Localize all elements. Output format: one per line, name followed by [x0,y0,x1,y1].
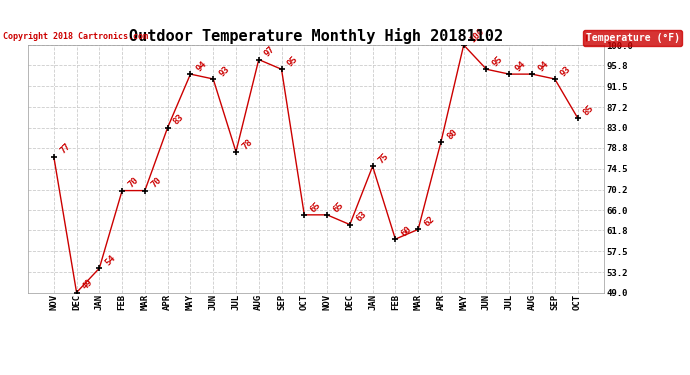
Text: 95: 95 [286,54,299,69]
Legend: Temperature (°F): Temperature (°F) [582,30,682,46]
Text: 100: 100 [468,27,486,44]
Text: 65: 65 [331,200,345,214]
Text: 70: 70 [126,176,140,190]
Text: 93: 93 [217,64,231,78]
Text: 49: 49 [81,278,95,292]
Text: 62: 62 [422,214,436,229]
Text: 93: 93 [559,64,573,78]
Text: 75: 75 [377,152,391,165]
Text: 77: 77 [58,142,72,156]
Text: 83: 83 [172,113,186,127]
Text: 60: 60 [400,224,413,238]
Text: 80: 80 [445,128,459,141]
Text: 54: 54 [104,254,117,267]
Text: Copyright 2018 Cartronics.com: Copyright 2018 Cartronics.com [3,32,148,41]
Text: 63: 63 [354,210,368,224]
Text: 85: 85 [582,103,595,117]
Text: 65: 65 [308,200,322,214]
Text: 78: 78 [240,137,254,151]
Title: Outdoor Temperature Monthly High 20181102: Outdoor Temperature Monthly High 2018110… [128,28,503,44]
Text: 95: 95 [491,54,504,69]
Text: 94: 94 [513,59,527,74]
Text: 97: 97 [263,45,277,59]
Text: 70: 70 [149,176,163,190]
Text: 94: 94 [536,59,550,74]
Text: 94: 94 [195,59,208,74]
